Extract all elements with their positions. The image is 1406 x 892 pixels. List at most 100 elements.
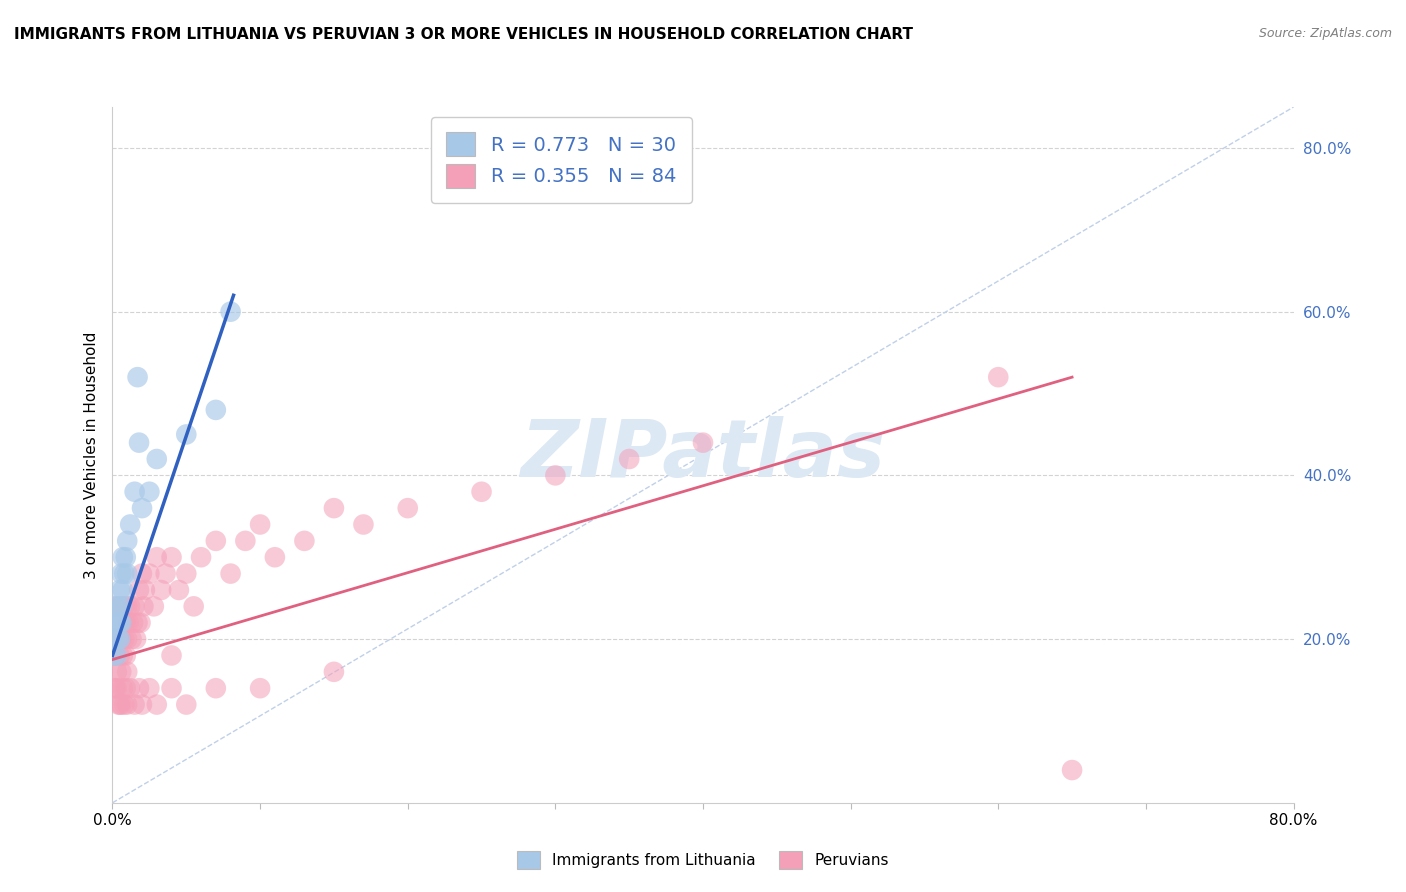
Point [128, 435, 150, 450]
Point [105, 615, 128, 630]
Point [103, 615, 125, 630]
Point [155, 566, 177, 581]
Point [205, 403, 228, 417]
Point [470, 484, 494, 499]
Point [107, 698, 129, 712]
Point [117, 698, 138, 712]
Point [112, 566, 135, 581]
Point [205, 533, 228, 548]
Point [103, 632, 125, 646]
Point [131, 566, 153, 581]
Point [108, 698, 131, 712]
Point [108, 599, 131, 614]
Point [124, 484, 146, 499]
Point [104, 681, 127, 696]
Point [174, 566, 197, 581]
Legend: R = 0.773   N = 30, R = 0.355   N = 84: R = 0.773 N = 30, R = 0.355 N = 84 [430, 117, 692, 203]
Y-axis label: 3 or more Vehicles in Household: 3 or more Vehicles in Household [83, 331, 98, 579]
Point [110, 615, 132, 630]
Point [112, 632, 135, 646]
Point [205, 681, 228, 696]
Point [112, 698, 135, 712]
Point [264, 550, 287, 565]
Point [103, 648, 125, 663]
Point [1062, 763, 1084, 777]
Point [174, 427, 197, 442]
Point [104, 632, 127, 646]
Point [124, 599, 146, 614]
Point [124, 698, 146, 712]
Point [107, 632, 129, 646]
Point [114, 615, 136, 630]
Point [110, 599, 132, 614]
Point [104, 615, 127, 630]
Point [117, 599, 138, 614]
Point [138, 484, 160, 499]
Point [110, 632, 132, 646]
Point [108, 632, 131, 646]
Point [114, 681, 136, 696]
Point [987, 370, 1010, 384]
Point [118, 615, 141, 630]
Point [120, 681, 142, 696]
Point [183, 599, 205, 614]
Text: Source: ZipAtlas.com: Source: ZipAtlas.com [1258, 27, 1392, 40]
Point [105, 681, 128, 696]
Point [111, 681, 134, 696]
Point [108, 615, 131, 630]
Point [249, 517, 271, 532]
Point [134, 582, 156, 597]
Point [120, 517, 142, 532]
Point [117, 533, 138, 548]
Point [128, 681, 150, 696]
Point [111, 550, 134, 565]
Point [104, 648, 127, 663]
Point [122, 615, 145, 630]
Point [110, 566, 132, 581]
Text: ZIPatlas: ZIPatlas [520, 416, 886, 494]
Point [114, 648, 136, 663]
Point [108, 615, 131, 630]
Point [110, 665, 132, 679]
Point [129, 615, 152, 630]
Point [103, 632, 125, 646]
Point [219, 566, 242, 581]
Point [103, 681, 125, 696]
Point [167, 582, 190, 597]
Point [292, 533, 315, 548]
Point [138, 681, 160, 696]
Point [114, 550, 136, 565]
Point [190, 550, 212, 565]
Point [219, 304, 242, 318]
Point [110, 698, 132, 712]
Point [107, 599, 129, 614]
Point [104, 599, 127, 614]
Point [111, 648, 134, 663]
Text: IMMIGRANTS FROM LITHUANIA VS PERUVIAN 3 OR MORE VEHICLES IN HOUSEHOLD CORRELATIO: IMMIGRANTS FROM LITHUANIA VS PERUVIAN 3 … [14, 27, 912, 42]
Point [233, 533, 256, 548]
Point [117, 566, 138, 581]
Point [146, 550, 169, 565]
Point [103, 648, 125, 663]
Point [692, 435, 714, 450]
Point [160, 681, 183, 696]
Point [128, 582, 150, 597]
Point [142, 599, 165, 614]
Point [323, 665, 346, 679]
Point [131, 501, 153, 516]
Point [249, 681, 271, 696]
Point [105, 665, 128, 679]
Point [352, 517, 374, 532]
Point [125, 632, 148, 646]
Point [146, 452, 169, 467]
Point [138, 566, 160, 581]
Point [396, 501, 419, 516]
Point [160, 550, 183, 565]
Point [160, 648, 183, 663]
Point [121, 632, 143, 646]
Point [323, 501, 346, 516]
Point [105, 648, 128, 663]
Point [107, 599, 129, 614]
Point [112, 599, 135, 614]
Point [127, 615, 149, 630]
